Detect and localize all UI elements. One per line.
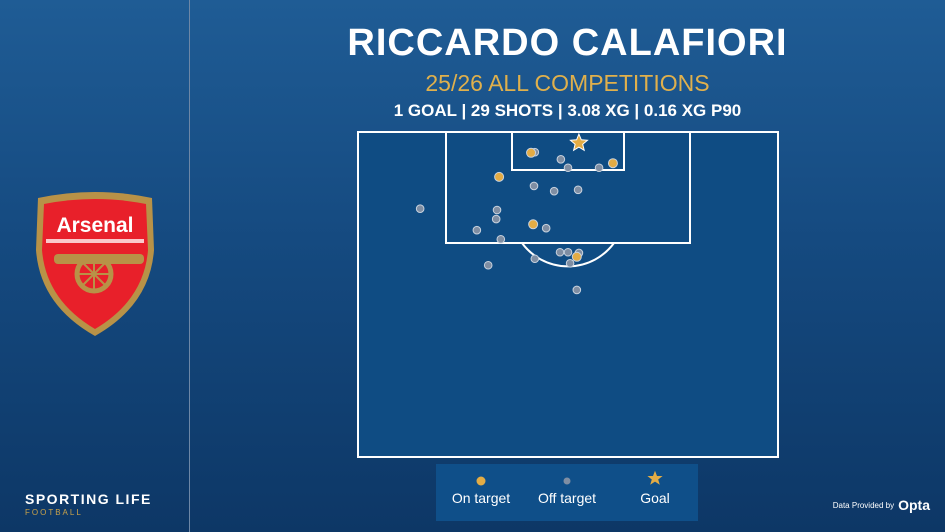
pitch-half [357,131,779,458]
off-target-dot-icon [563,477,571,485]
on-target-shot-mark [494,171,505,182]
data-credit: Data Provided by Opta [833,497,930,513]
off-target-shot-mark [549,186,559,196]
on-target-dot-icon [476,476,486,486]
on-target-shot-mark [526,147,537,158]
legend-goal: Goal [610,464,700,506]
off-target-shot-mark [530,254,540,264]
off-target-shot-mark [415,204,425,213]
off-target-shot-mark [483,260,493,270]
off-target-shot-mark [492,205,502,215]
arsenal-crest-logo: Arsenal [36,192,154,336]
legend-label: Goal [640,490,670,506]
brand-name: SPORTING LIFE [25,491,152,507]
stats-line: 1 GOAL | 29 SHOTS | 3.08 XG | 0.16 XG P9… [393,101,742,120]
legend-on-target: On target [436,464,526,506]
credit-prefix: Data Provided by [832,500,895,510]
legend-label: Off target [537,490,597,506]
brand-sub: FOOTBALL [25,508,83,517]
on-target-shot-mark [571,251,582,262]
season-subtitle: 25/26 ALL COMPETITIONS [425,70,710,96]
on-target-shot-mark [528,219,539,230]
off-target-shot-mark [565,259,575,268]
goal-shot-mark [569,132,589,152]
crest-text: Arsenal [56,214,133,237]
legend-label: On target [451,490,511,506]
off-target-shot-mark [491,214,501,224]
off-target-shot-mark [541,223,551,233]
off-target-shot-mark [556,155,566,164]
goal-star-icon [647,470,663,485]
opta-logo: Opta [898,497,930,513]
off-target-shot-mark [594,163,604,173]
off-target-shot-mark [555,247,565,257]
off-target-shot-mark [529,181,539,191]
off-target-shot-mark [472,225,482,235]
legend: On target Off target Goal [436,464,698,521]
off-target-shot-mark [563,247,573,257]
off-target-shot-mark [572,285,582,295]
on-target-shot-mark [607,158,618,169]
off-target-shot-mark [496,234,506,244]
player-title: RICCARDO CALAFIORI [347,22,788,64]
legend-off-target: Off target [522,464,612,506]
panel-divider [189,0,190,532]
off-target-shot-mark [573,185,583,195]
off-target-shot-mark [563,163,573,173]
sporting-life-logo: SPORTING LIFE FOOTBALL [25,491,152,517]
